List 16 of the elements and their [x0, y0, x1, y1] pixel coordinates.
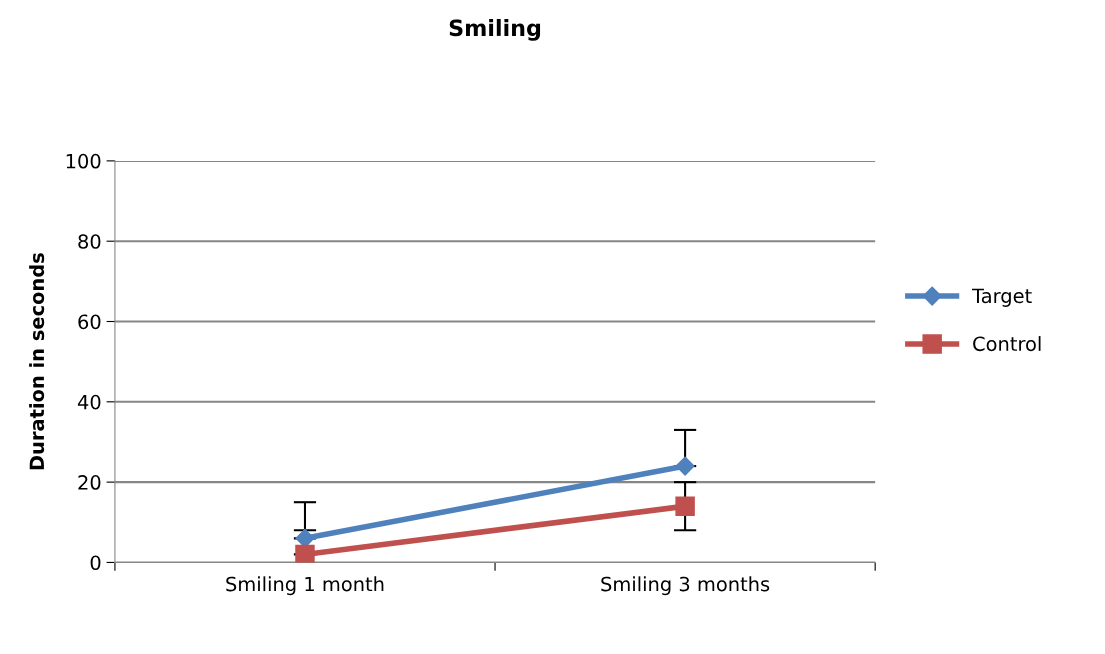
x-tick-label: Smiling 3 months	[601, 576, 770, 596]
legend-label: Control	[973, 336, 1041, 352]
y-tick-label: 100	[66, 153, 101, 169]
y-tick-label: 60	[78, 314, 101, 330]
point	[675, 496, 695, 516]
legend-label: Target	[971, 288, 1032, 307]
point	[675, 456, 695, 476]
point	[295, 544, 315, 563]
chart-title: Smiling	[449, 19, 541, 41]
y-tick-label: 0	[90, 555, 101, 571]
y-axis-title: Duration in seconds	[29, 253, 45, 470]
y-tick-label: 40	[77, 394, 101, 410]
y-tick-label: 80	[78, 234, 101, 249]
point	[295, 528, 315, 548]
x-tick-label: Smiling 1 month	[226, 576, 384, 596]
y-tick-label: 20	[78, 475, 101, 490]
